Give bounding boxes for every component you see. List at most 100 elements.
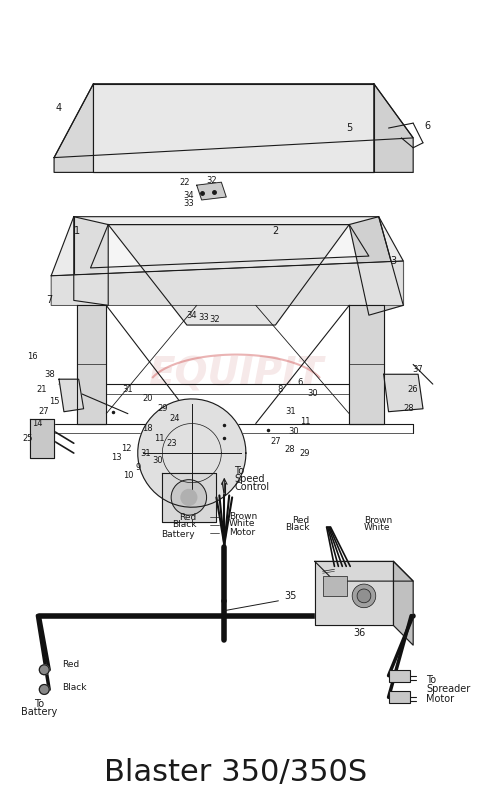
Polygon shape [94,84,374,173]
Polygon shape [384,375,423,412]
Text: 29: 29 [300,448,310,458]
Text: 30: 30 [308,390,318,398]
Text: Blaster 350/350S: Blaster 350/350S [105,758,368,787]
Text: EQUIPIT: EQUIPIT [148,356,324,394]
Text: 13: 13 [111,454,121,463]
Text: Red: Red [62,661,79,669]
Text: 25: 25 [22,434,33,443]
Text: 23: 23 [167,439,178,447]
Polygon shape [315,562,394,626]
Text: Spreader: Spreader [426,684,470,695]
Polygon shape [74,217,108,306]
Polygon shape [394,562,413,645]
Text: 31: 31 [122,385,133,394]
Text: 28: 28 [284,444,295,454]
Text: 27: 27 [270,436,281,446]
Circle shape [171,480,206,515]
Polygon shape [51,261,403,306]
Text: 10: 10 [122,471,133,480]
Text: 33: 33 [198,313,209,322]
Text: 24: 24 [170,414,180,423]
Text: 6: 6 [425,121,431,131]
Text: 37: 37 [413,365,423,374]
Text: 35: 35 [284,591,296,601]
Text: Brown: Brown [229,512,257,520]
Text: Speed: Speed [234,474,264,484]
Circle shape [357,589,371,603]
Text: 26: 26 [408,385,419,394]
Text: 6: 6 [297,378,303,386]
Polygon shape [54,84,94,173]
Text: To: To [34,699,45,709]
Text: 29: 29 [157,404,168,413]
Text: 11: 11 [154,434,165,443]
Circle shape [39,664,49,675]
Polygon shape [59,379,84,412]
Text: To: To [234,466,244,476]
Text: White: White [364,524,390,532]
Text: 1: 1 [73,227,80,237]
Text: Black: Black [286,524,310,532]
Text: 7: 7 [46,295,52,306]
Text: 12: 12 [120,444,131,453]
Text: Black: Black [62,683,86,692]
Polygon shape [138,399,246,507]
Text: 33: 33 [183,200,194,208]
Text: 32: 32 [209,314,220,324]
Bar [323,577,347,596]
Polygon shape [349,217,403,315]
Text: 4: 4 [56,103,62,113]
Circle shape [39,684,49,695]
Text: 11: 11 [300,417,310,426]
Text: 16: 16 [27,352,38,361]
Text: 15: 15 [49,398,60,406]
Text: Control: Control [234,482,269,492]
Circle shape [352,584,376,607]
Polygon shape [54,84,413,158]
Polygon shape [108,225,349,325]
Text: 32: 32 [206,176,217,185]
Polygon shape [162,473,216,522]
Text: 30: 30 [152,456,163,466]
Text: Motor: Motor [426,695,454,704]
Text: Motor: Motor [229,528,255,537]
Bar [389,691,410,703]
Text: 5: 5 [346,123,352,133]
Polygon shape [197,182,226,200]
Polygon shape [51,217,403,276]
Polygon shape [91,225,369,268]
Text: 18: 18 [142,424,153,433]
Text: 38: 38 [44,370,55,379]
Text: 30: 30 [288,427,299,436]
Text: 14: 14 [32,419,43,428]
Text: Red: Red [293,516,310,524]
Text: 21: 21 [36,385,47,394]
Text: 34: 34 [187,310,197,320]
Text: 28: 28 [403,404,414,413]
Text: Battery: Battery [161,531,195,539]
Text: 2: 2 [272,227,278,237]
Text: 36: 36 [353,628,365,638]
Polygon shape [349,306,384,424]
Text: 27: 27 [38,407,48,417]
Text: Brown: Brown [364,516,392,524]
Text: To: To [426,675,436,684]
Text: 22: 22 [180,177,190,187]
Text: 20: 20 [142,394,153,403]
Polygon shape [315,562,413,581]
Bar [389,670,410,682]
Text: 31: 31 [140,448,151,458]
Polygon shape [77,306,106,424]
Polygon shape [29,419,54,458]
Polygon shape [374,84,413,173]
Text: White: White [229,520,256,528]
Text: 3: 3 [390,256,396,266]
Text: Red: Red [180,512,197,522]
Text: 31: 31 [285,407,296,417]
Text: Battery: Battery [21,707,58,717]
Text: 34: 34 [183,191,194,200]
Text: Black: Black [172,520,197,530]
Circle shape [181,489,197,505]
Text: 8: 8 [277,385,283,394]
Text: 9: 9 [135,463,140,472]
